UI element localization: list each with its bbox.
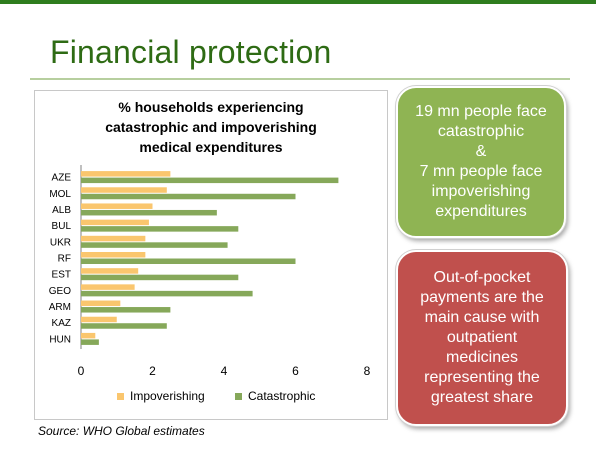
callout-line: 19 mn people face bbox=[415, 103, 547, 120]
callout-red: Out-of-pocket payments are the main caus… bbox=[396, 250, 568, 426]
bar-chart: AZE MOL ALB BUL UKR RF EST GEO ARM KAZ HUN 0 2 4 6 8 Imp… bbox=[49, 165, 371, 403]
callout-line: catastrophic bbox=[437, 123, 525, 140]
category-label: HUN bbox=[49, 334, 71, 345]
bar-impoverishing bbox=[81, 252, 146, 258]
title-rule bbox=[30, 78, 570, 80]
bar-impoverishing bbox=[81, 171, 171, 177]
legend-swatch-catastrophic bbox=[235, 393, 242, 400]
bar-catastrophic bbox=[81, 274, 239, 281]
bar-impoverishing bbox=[81, 187, 167, 193]
legend-label: Impoverishing bbox=[130, 389, 205, 403]
chart-title-line: % households experiencing bbox=[118, 99, 304, 115]
callout-line: impoverishing bbox=[431, 183, 531, 200]
category-label: GEO bbox=[49, 286, 71, 297]
category-label: AZE bbox=[52, 173, 72, 184]
x-tick-label: 8 bbox=[364, 364, 371, 378]
chart-title-line: catastrophic and impoverishing bbox=[105, 119, 317, 135]
bar-catastrophic bbox=[81, 290, 253, 297]
legend-swatch-impoverishing bbox=[117, 393, 124, 400]
source-note: Source: WHO Global estimates bbox=[38, 424, 205, 438]
category-label: EST bbox=[52, 270, 71, 281]
callout-line: payments are the bbox=[420, 289, 544, 306]
callout-line: & bbox=[475, 143, 487, 160]
bar-catastrophic bbox=[81, 258, 296, 264]
category-label: RF bbox=[58, 254, 71, 265]
callout-line: representing the bbox=[424, 369, 540, 386]
bar-impoverishing bbox=[81, 332, 96, 339]
callout-line: greatest share bbox=[430, 389, 534, 406]
x-tick-label: 0 bbox=[78, 364, 85, 378]
category-label: KAZ bbox=[52, 318, 71, 329]
bar-catastrophic bbox=[81, 193, 296, 200]
bar-catastrophic bbox=[81, 323, 167, 329]
chart-title: % households experiencing catastrophic a… bbox=[35, 97, 387, 157]
category-label: MOL bbox=[49, 189, 71, 200]
bar-impoverishing bbox=[81, 219, 149, 226]
category-label: UKR bbox=[50, 237, 71, 248]
bar-impoverishing bbox=[81, 284, 135, 290]
callout-line: outpatient bbox=[446, 329, 518, 346]
bar-catastrophic bbox=[81, 339, 99, 345]
category-label: BUL bbox=[52, 221, 72, 232]
x-tick-label: 6 bbox=[292, 364, 299, 378]
bar-catastrophic bbox=[81, 242, 228, 248]
bar-impoverishing bbox=[81, 268, 139, 274]
slide-title: Financial protection bbox=[50, 34, 332, 70]
chart-title-line: medical expenditures bbox=[139, 139, 283, 155]
bar-catastrophic bbox=[81, 209, 217, 216]
bar-catastrophic bbox=[81, 307, 171, 313]
callout-green: 19 mn people face catastrophic & 7 mn pe… bbox=[396, 86, 566, 238]
bar-impoverishing bbox=[81, 203, 153, 209]
callout-line: 7 mn people face bbox=[419, 163, 543, 180]
bar-impoverishing bbox=[81, 316, 117, 323]
callout-line: expenditures bbox=[435, 203, 527, 220]
chart-frame: % households experiencing catastrophic a… bbox=[34, 90, 388, 420]
x-tick-label: 2 bbox=[149, 364, 156, 378]
callout-line: main cause with bbox=[424, 309, 540, 326]
bar-catastrophic bbox=[81, 177, 339, 184]
bar-impoverishing bbox=[81, 235, 146, 242]
category-label: ARM bbox=[49, 302, 71, 313]
bar-impoverishing bbox=[81, 300, 121, 307]
x-tick-label: 4 bbox=[221, 364, 228, 378]
bar-catastrophic bbox=[81, 226, 239, 232]
category-label: ALB bbox=[52, 205, 71, 216]
callout-line: medicines bbox=[445, 349, 519, 366]
callout-line: Out-of-pocket bbox=[433, 269, 531, 286]
legend-label: Catastrophic bbox=[248, 389, 315, 403]
top-rule bbox=[0, 0, 596, 4]
